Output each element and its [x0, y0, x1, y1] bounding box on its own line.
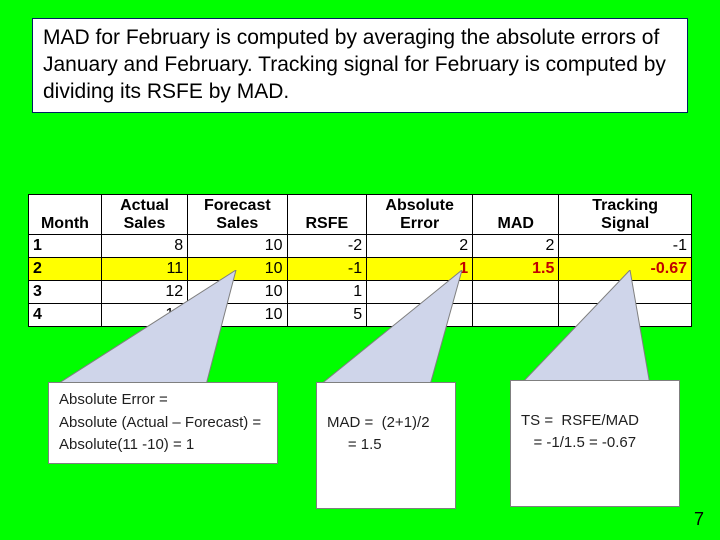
- callout-abserr: Absolute Error = Absolute (Actual – Fore…: [48, 382, 278, 464]
- table-cell: 8: [101, 235, 187, 258]
- table-cell: 2: [367, 235, 473, 258]
- table-cell: -1: [559, 235, 692, 258]
- table-header-cell: Month: [29, 195, 102, 235]
- wedge-abserr: [56, 270, 266, 390]
- table-cell: 10: [188, 235, 287, 258]
- table-header-cell: ActualSales: [101, 195, 187, 235]
- callout-ts-line1: TS = RSFE/MAD: [521, 410, 669, 433]
- callout-ts: TS = RSFE/MAD = -1/1.5 = -0.67: [510, 380, 680, 507]
- wedge-ts: [510, 270, 690, 390]
- callout-ts-line2: = -1/1.5 = -0.67: [521, 432, 669, 455]
- wedge-mad: [310, 270, 480, 390]
- table-header-cell: TrackingSignal: [559, 195, 692, 235]
- page-number: 7: [694, 509, 704, 530]
- callout-abserr-line1: Absolute Error =: [59, 389, 267, 412]
- callout-abserr-line3: Absolute(11 -10) = 1: [59, 434, 267, 457]
- table-row: 1810-222-1: [29, 235, 692, 258]
- callout-mad-line2: = 1.5: [327, 434, 445, 457]
- table-header-cell: ForecastSales: [188, 195, 287, 235]
- callouts-layer: Absolute Error = Absolute (Actual – Fore…: [0, 310, 720, 510]
- table-cell: 1: [29, 235, 102, 258]
- callout-mad-line1: MAD = (2+1)/2: [327, 412, 445, 435]
- table-cell: 2: [473, 235, 559, 258]
- table-header-cell: MAD: [473, 195, 559, 235]
- table-header-cell: AbsoluteError: [367, 195, 473, 235]
- callout-mad: MAD = (2+1)/2 = 1.5: [316, 382, 456, 509]
- table-header-cell: RSFE: [287, 195, 367, 235]
- table-cell: -2: [287, 235, 367, 258]
- explanation-text: MAD for February is computed by averagin…: [43, 26, 666, 103]
- callout-abserr-line2: Absolute (Actual – Forecast) =: [59, 412, 267, 435]
- explanation-box: MAD for February is computed by averagin…: [32, 18, 688, 113]
- table-header-row: MonthActualSalesForecastSalesRSFEAbsolut…: [29, 195, 692, 235]
